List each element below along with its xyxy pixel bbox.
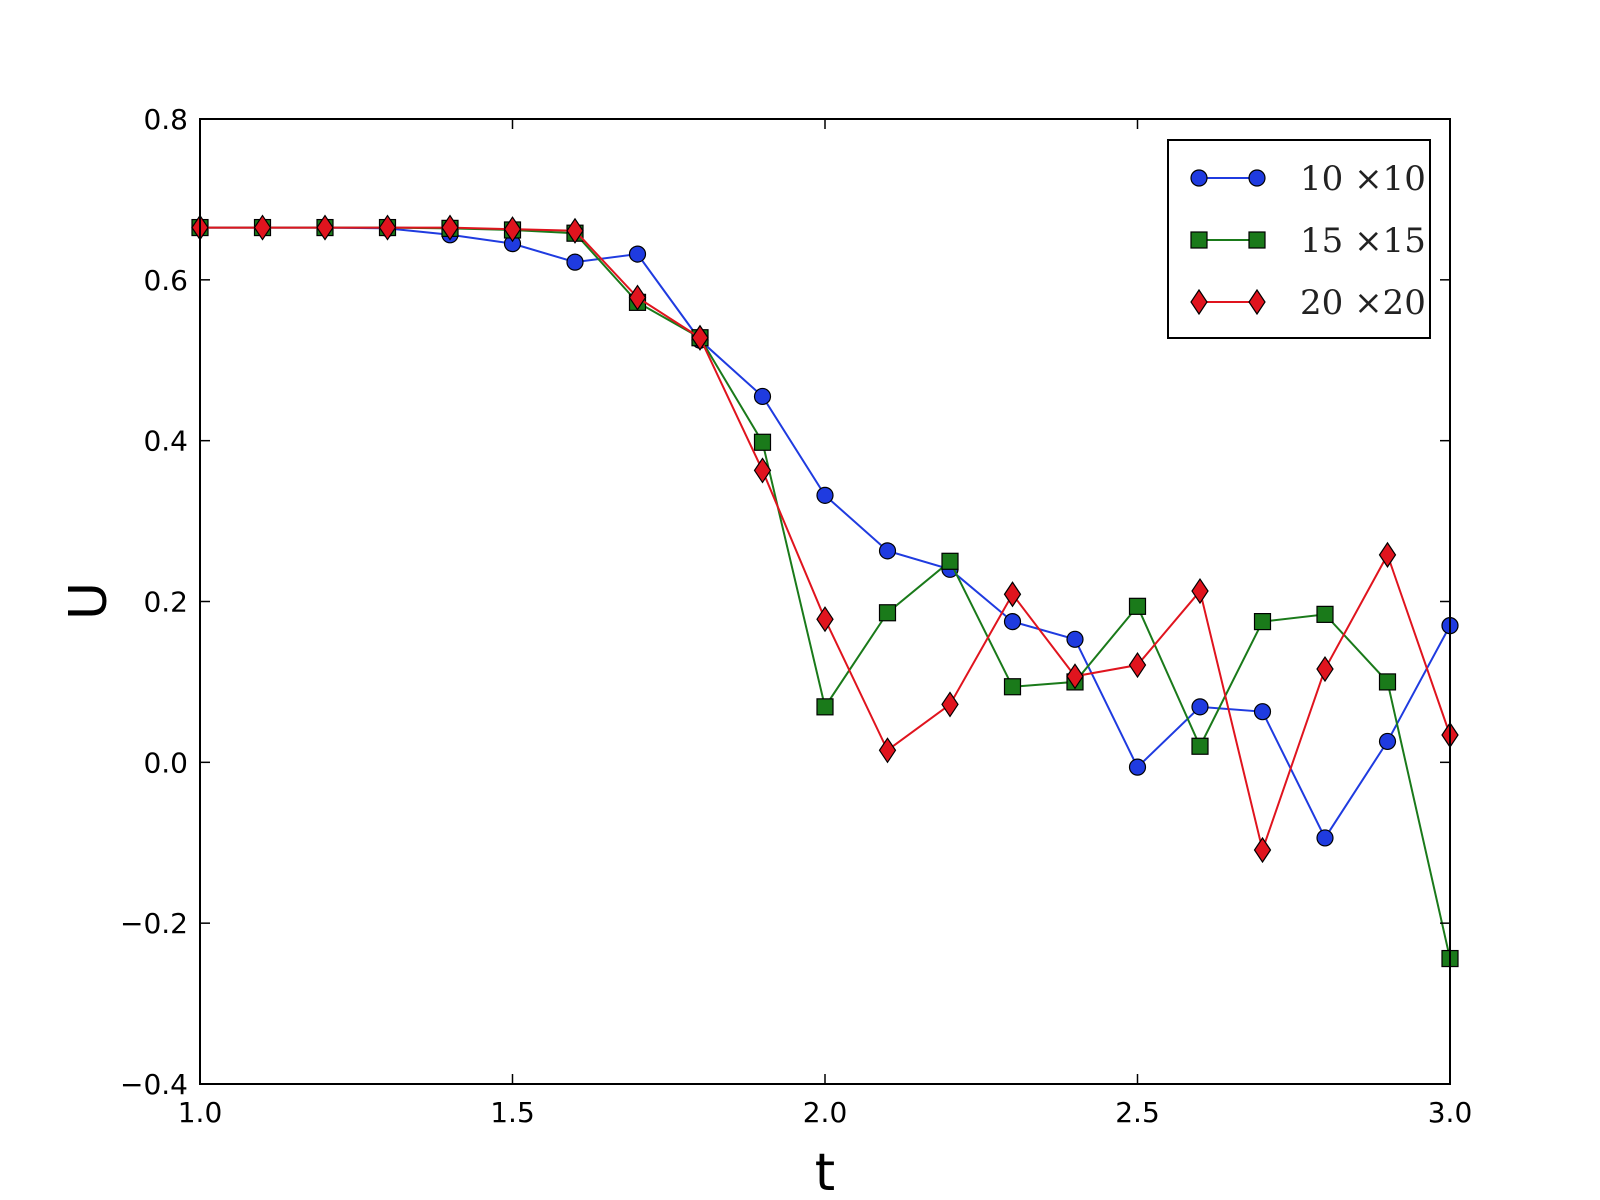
x-tick-label: 1.5 [490,1096,535,1129]
series-3-point [1128,651,1147,679]
series-3-point [1378,541,1397,568]
legend: 10 ×10 15 ×15 20 ×20 [1167,139,1431,339]
series-2-point [1128,597,1147,615]
series-1-point [1003,613,1022,631]
y-tick-label: 0.8 [143,103,188,136]
x-tick-label: 1.0 [178,1096,223,1129]
series-3-point [1316,655,1334,683]
series-layer [191,214,1459,968]
y-tick-label: 0.4 [143,425,188,458]
series-2-point [816,698,834,716]
series-3-point [316,214,334,241]
series-3-point [753,457,772,484]
legend-marker [1248,169,1266,187]
legend-item-3: 20 ×20 [1190,283,1426,323]
series-3 [191,214,1459,864]
series-3-point [1253,836,1272,864]
series-1-point [1066,630,1084,648]
x-axis-title: t [815,1143,835,1200]
x-tick-label: 2.0 [803,1096,848,1129]
series-3-point [1066,663,1084,690]
y-tick-label: −0.2 [120,907,188,940]
series-1-point [1128,758,1147,776]
x-tick-label: 2.5 [1115,1096,1160,1129]
series-1-point [1253,703,1272,721]
series-2-point [1191,737,1209,755]
y-tick-label: 0.6 [143,264,188,297]
series-3-point [378,214,397,241]
series-1-point [816,486,834,504]
y-tick-label: 0.0 [143,746,188,779]
legend-item-2: 15 ×15 [1190,221,1426,261]
series-3-point [878,737,897,764]
legend-label: 10 ×10 [1300,159,1426,199]
legend-label: 15 ×15 [1300,221,1426,261]
series-1-point [1191,698,1209,716]
series-3-point [566,217,584,244]
series-1-point [1316,829,1334,847]
series-1-point [628,245,647,263]
series-3-point [691,324,709,351]
series-2-point [941,552,959,570]
y-tick-label: −0.4 [120,1068,188,1101]
legend-marker [1248,231,1266,249]
series-3-point [628,284,647,311]
legend-label: 20 ×20 [1300,283,1426,323]
series-1-point [1378,732,1397,751]
series-2-point [1316,605,1334,623]
series-2-point [1253,613,1272,631]
y-tick-label: 0.2 [143,586,188,619]
series-3-point [941,691,959,718]
series-2-point [878,604,897,622]
series-3-point [441,214,459,241]
x-tick-label: 3.0 [1428,1096,1473,1129]
series-3-point [503,216,522,243]
series-3-point [1191,577,1209,605]
series-2-point [1378,673,1397,691]
legend-item-1: 10 ×10 [1190,159,1426,199]
series-1-point [878,542,897,560]
series-2-point [753,433,772,451]
series-3-point [253,214,272,241]
legend-marker [1190,288,1208,316]
legend-marker [1190,231,1208,249]
legend-marker [1190,169,1208,187]
series-3-point [1003,581,1022,608]
legend-marker [1248,288,1266,316]
series-2-point [1003,678,1022,696]
ticks-layer: 1.0 1.5 2.0 2.5 3.0 0.8 0.6 0.4 0.2 0.0 −0.2 −0.4 [120,103,1472,1129]
series-1-point [566,253,584,271]
series-3-point [816,606,834,633]
series-1-point [753,387,772,406]
y-axis-title: U [59,582,119,620]
